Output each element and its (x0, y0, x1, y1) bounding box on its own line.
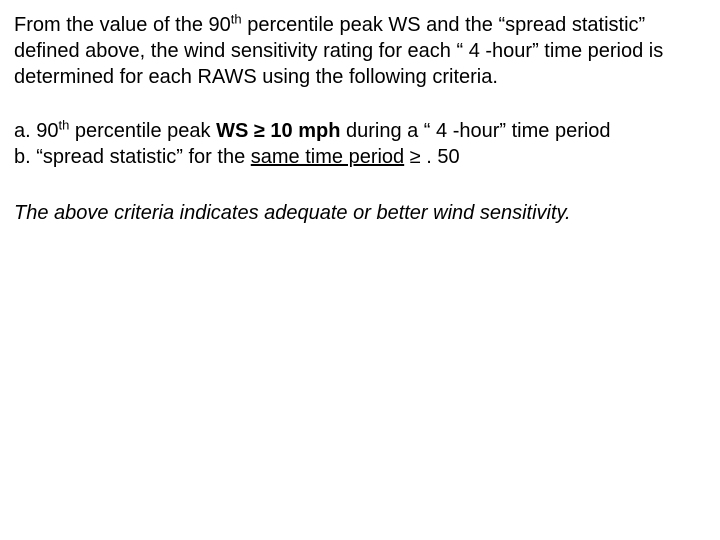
document-page: From the value of the 90th percentile pe… (0, 0, 720, 238)
criterion-b: b. “spread statistic” for the same time … (14, 144, 706, 170)
crit-a-sup: th (58, 117, 69, 132)
crit-a-bold: WS ≥ 10 mph (216, 120, 340, 142)
intro-sup1: th (231, 11, 242, 26)
crit-b-underline: same time period (251, 146, 404, 168)
crit-a-mid2: during a “ 4 -hour” time period (340, 120, 610, 142)
crit-b-post: ≥ . 50 (404, 146, 459, 168)
criterion-a: a. 90th percentile peak WS ≥ 10 mph duri… (14, 118, 706, 144)
intro-text-pre: From the value of the 90 (14, 14, 231, 36)
crit-b-pre: b. “spread statistic” for the (14, 146, 251, 168)
crit-a-pre: a. 90 (14, 120, 58, 142)
intro-paragraph: From the value of the 90th percentile pe… (14, 12, 706, 90)
criteria-block: a. 90th percentile peak WS ≥ 10 mph duri… (14, 118, 706, 170)
crit-a-mid1: percentile peak (69, 120, 216, 142)
conclusion-paragraph: The above criteria indicates adequate or… (14, 200, 706, 226)
